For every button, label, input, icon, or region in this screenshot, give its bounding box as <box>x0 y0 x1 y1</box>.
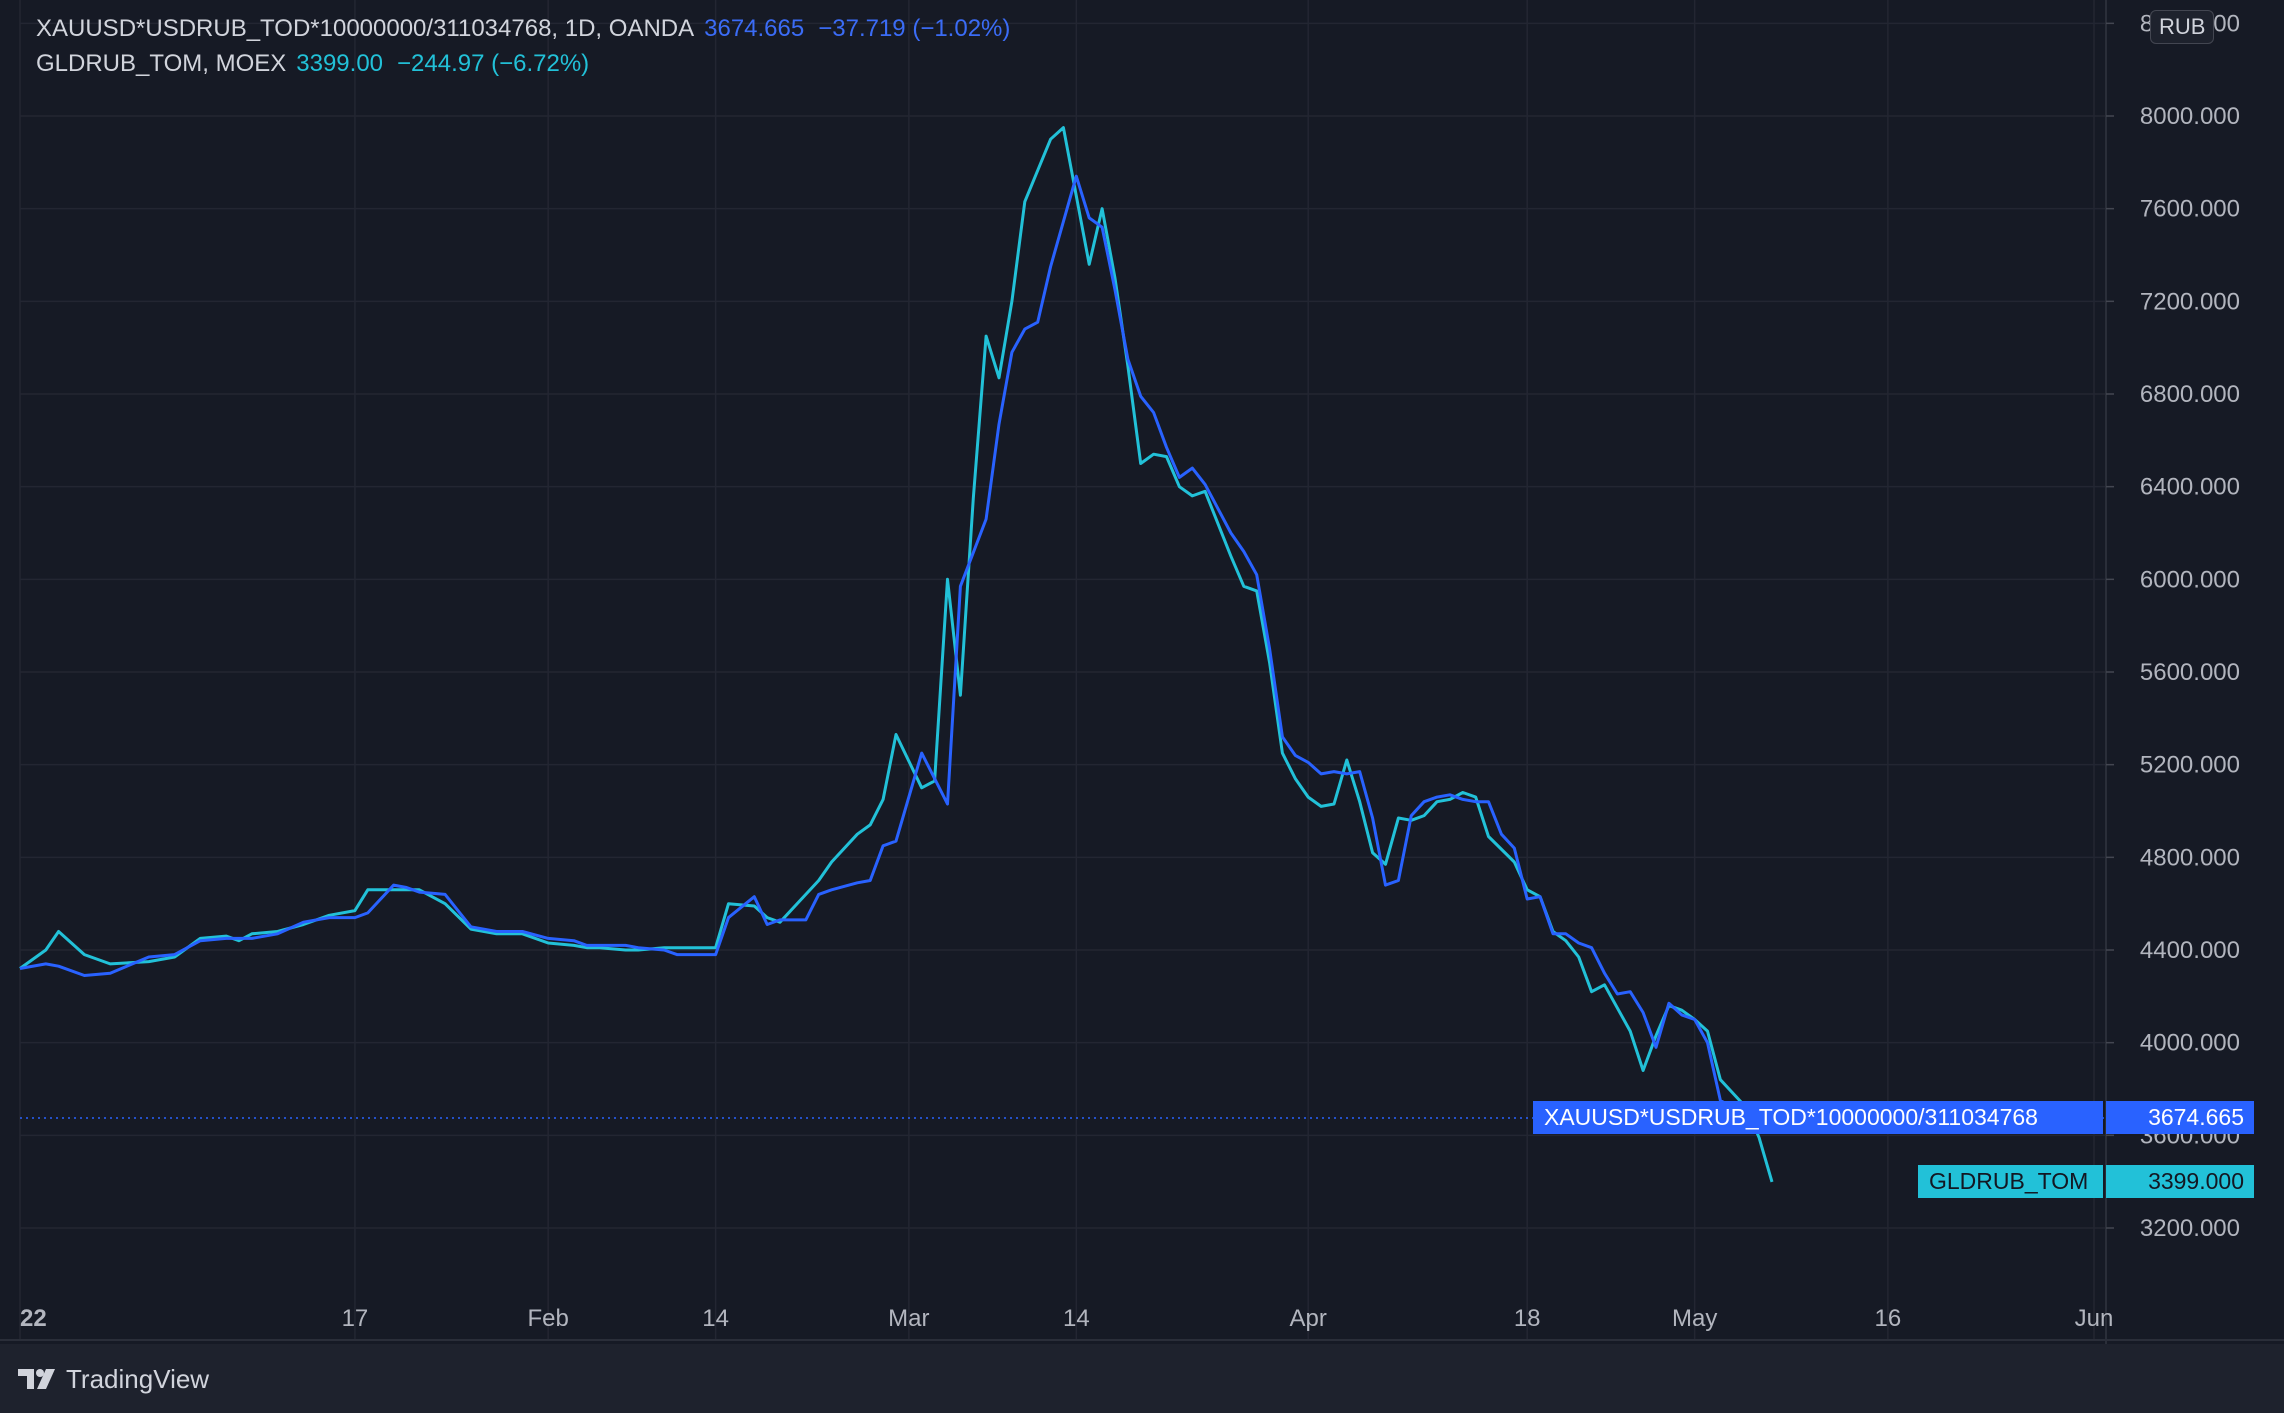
legend-series-2-value: 3399.00 <box>296 50 384 77</box>
x-tick-label: Mar <box>888 1305 929 1332</box>
y-tick-label: 6000.000 <box>2140 566 2240 593</box>
legend-series-2-name: GLDRUB_TOM, MOEX <box>36 50 287 77</box>
series-line-xauusd-usdrub-tod-10000000-311034768 <box>19 174 1773 1120</box>
y-tick-label: 4400.000 <box>2140 937 2240 964</box>
x-tick-label: Feb <box>527 1305 568 1332</box>
brand-name: TradingView <box>66 1363 210 1394</box>
x-tick-label: 16 <box>1875 1305 1902 1332</box>
y-tick-label: 8000.000 <box>2140 103 2240 130</box>
x-tick-label: 14 <box>702 1305 729 1332</box>
currency-button[interactable]: RUB <box>2150 10 2215 44</box>
series-1-price-label: 3674.665 <box>2106 1101 2254 1134</box>
price-chart[interactable]: 3200.0003600.0004000.0004400.0004800.000… <box>0 0 2284 1344</box>
legend-series-1-value: 3674.665 <box>704 15 805 42</box>
x-tick-label: 18 <box>1514 1305 1541 1332</box>
y-tick-label: 3200.000 <box>2140 1215 2240 1242</box>
legend-series-2[interactable]: GLDRUB_TOM, MOEX 3399.00 −244.97 (−6.72%) <box>36 50 589 78</box>
legend-series-1[interactable]: XAUUSD*USDRUB_TOD*10000000/311034768, 1D… <box>36 15 1010 43</box>
y-tick-label: 7200.000 <box>2140 288 2240 315</box>
y-tick-label: 5600.000 <box>2140 659 2240 686</box>
x-tick-label: Apr <box>1290 1305 1327 1332</box>
footer-bar <box>0 1344 2284 1413</box>
legend-series-2-change: −244.97 (−6.72%) <box>397 50 590 77</box>
series-2-price-label: 3399.000 <box>2106 1165 2254 1198</box>
tradingview-logo[interactable]: TradingView <box>18 1362 209 1396</box>
grid-lines <box>19 0 2106 1340</box>
y-tick-label: 4800.000 <box>2140 844 2240 871</box>
x-tick-label: 14 <box>1063 1305 1090 1332</box>
y-tick-label: 4000.000 <box>2140 1030 2240 1057</box>
y-tick-label: 5200.000 <box>2140 752 2240 779</box>
y-tick-label: 6800.000 <box>2140 381 2240 408</box>
tradingview-logo-icon <box>18 1369 55 1389</box>
y-tick-label: 6400.000 <box>2140 474 2240 501</box>
x-tick-label: 17 <box>342 1305 369 1332</box>
series-lines <box>19 126 1774 1183</box>
x-tick-label: Jun <box>2075 1305 2114 1332</box>
series-1-tag: XAUUSD*USDRUB_TOD*10000000/311034768 <box>1533 1101 2103 1134</box>
y-tick-label: 7600.000 <box>2140 196 2240 223</box>
legend-series-1-change: −37.719 (−1.02%) <box>818 15 1011 42</box>
series-line-gldrub-tom <box>19 126 1774 1183</box>
legend-series-1-name: XAUUSD*USDRUB_TOD*10000000/311034768, 1D… <box>36 15 695 42</box>
x-tick-label: 22 <box>20 1305 47 1332</box>
series-2-tag: GLDRUB_TOM <box>1918 1165 2103 1198</box>
x-tick-label: May <box>1672 1305 1717 1332</box>
